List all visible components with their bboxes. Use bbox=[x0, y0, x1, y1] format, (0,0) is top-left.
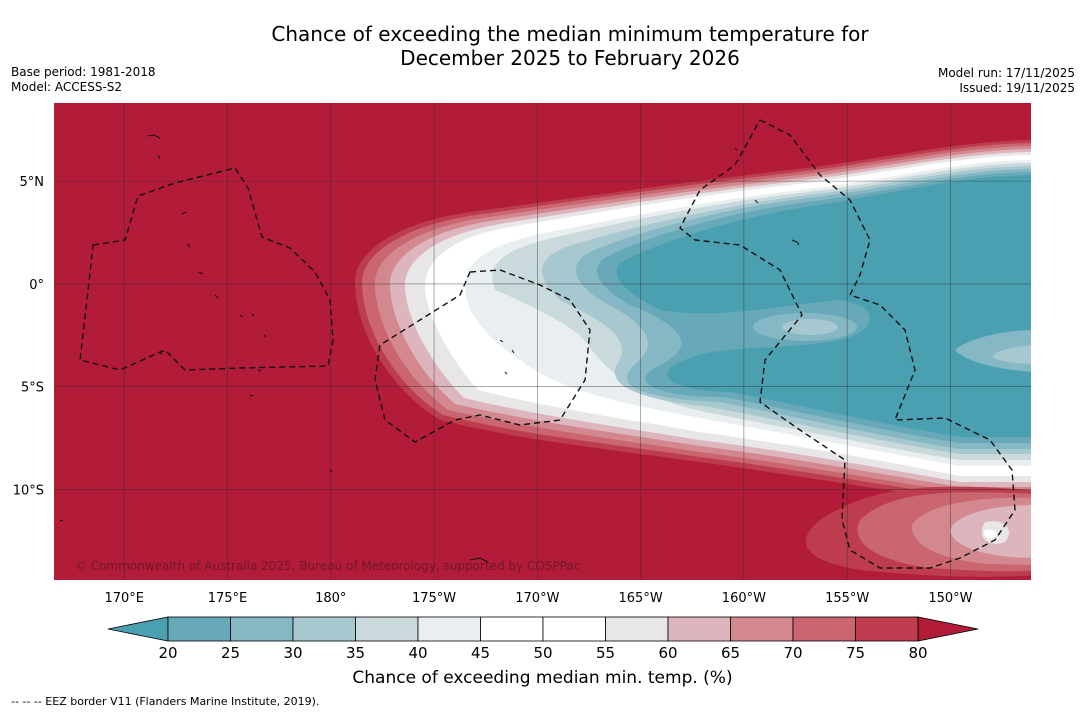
eez-borders bbox=[79, 119, 1016, 569]
colorbar-level-label: 20 bbox=[158, 644, 177, 662]
title-line-2: December 2025 to February 2026 bbox=[400, 46, 740, 70]
colorbar-level-label: 50 bbox=[533, 644, 552, 662]
eez-border-phoenix-tokelau bbox=[374, 269, 591, 443]
colorbar-segment bbox=[855, 616, 919, 642]
run-info: Model run: 17/11/2025 Issued: 19/11/2025 bbox=[938, 66, 1075, 96]
colorbar-segment bbox=[542, 616, 606, 642]
colorbar-level-label: 40 bbox=[408, 644, 427, 662]
map-plot-area: © Commonwealth of Australia 2025, Bureau… bbox=[54, 103, 1031, 580]
colorbar-segment bbox=[355, 616, 419, 642]
colorbar-level-label: 60 bbox=[658, 644, 677, 662]
colorbar-segment bbox=[167, 616, 231, 642]
lat-tick-label: 0° bbox=[29, 278, 44, 293]
model-run: Model run: 17/11/2025 bbox=[937, 66, 1075, 80]
model-name: Model: ACCESS-S2 bbox=[11, 80, 123, 94]
lon-tick-label: 170°E bbox=[104, 591, 144, 606]
colorbar-tick-labels: 20 25 30 35 40 45 50 55 60 65 70 75 80 bbox=[158, 644, 927, 662]
contour-band-below-20 bbox=[616, 175, 1031, 437]
colorbar-segment bbox=[417, 616, 481, 642]
colorbar-level-label: 25 bbox=[221, 644, 240, 662]
copyright-notice: © Commonwealth of Australia 2025, Bureau… bbox=[75, 559, 580, 573]
colorbar-segments bbox=[167, 616, 919, 642]
colorbar-segment bbox=[230, 616, 294, 642]
lon-tick-label: 165°W bbox=[619, 591, 663, 606]
colorbar-level-label: 45 bbox=[471, 644, 490, 662]
lon-tick-label: 150°W bbox=[928, 591, 972, 606]
colorbar-below-triangle bbox=[107, 616, 169, 642]
map-title: Chance of exceeding the median minimum t… bbox=[0, 22, 1085, 70]
island-group-line bbox=[734, 147, 800, 246]
longitude-labels: 170°E 175°E 180° 175°W 170°W 165°W 160°W 155°W 1… bbox=[104, 591, 972, 606]
lon-tick-label: 180° bbox=[315, 591, 346, 606]
colorbar: 20 25 30 35 40 45 50 55 60 65 70 75 80 bbox=[107, 616, 979, 662]
issued-date: Issued: 19/11/2025 bbox=[959, 81, 1075, 95]
lon-tick-label: 160°W bbox=[722, 591, 766, 606]
island-group-south bbox=[59, 394, 489, 563]
title-line-1: Chance of exceeding the median minimum t… bbox=[271, 22, 869, 46]
eez-footnote: -- -- -- EEZ border V11 (Flanders Marine… bbox=[11, 695, 320, 708]
lon-tick-label: 175°E bbox=[208, 591, 248, 606]
colorbar-segment bbox=[480, 616, 544, 642]
base-period: Base period: 1981-2018 bbox=[11, 65, 156, 79]
colorbar-segment bbox=[730, 616, 794, 642]
island-group-tarawa bbox=[147, 134, 219, 299]
colorbar-level-label: 80 bbox=[908, 644, 927, 662]
island-group-tuvalu bbox=[157, 313, 267, 372]
island-group-tokelau bbox=[499, 339, 515, 375]
lon-tick-label: 155°W bbox=[825, 591, 869, 606]
map-gridlines bbox=[54, 103, 1031, 580]
colorbar-segment bbox=[605, 616, 669, 642]
colorbar-segment bbox=[292, 616, 356, 642]
colorbar-title: Chance of exceeding median min. temp. (%… bbox=[352, 668, 733, 688]
contour-patch-east-inner bbox=[992, 345, 1031, 364]
eez-border-kiribati-gilberts bbox=[79, 167, 334, 371]
colorbar-segment bbox=[667, 616, 731, 642]
lat-tick-label: 10°S bbox=[13, 484, 44, 499]
base-info: Base period: 1981-2018 Model: ACCESS-S2 bbox=[11, 65, 156, 95]
colorbar-level-label: 75 bbox=[846, 644, 865, 662]
colorbar-level-label: 70 bbox=[783, 644, 802, 662]
colorbar-level-label: 65 bbox=[721, 644, 740, 662]
contour-patch-35-center bbox=[782, 319, 838, 335]
colorbar-level-label: 35 bbox=[346, 644, 365, 662]
lat-tick-label: 5°N bbox=[20, 175, 45, 190]
eez-border-line-islands bbox=[679, 119, 1016, 569]
colorbar-level-label: 55 bbox=[596, 644, 615, 662]
islands bbox=[59, 134, 800, 563]
colorbar-level-label: 30 bbox=[283, 644, 302, 662]
colorbar-above-triangle bbox=[917, 616, 979, 642]
latitude-labels: 5°N 0° 5°S 10°S bbox=[13, 175, 44, 498]
lon-tick-label: 175°W bbox=[412, 591, 456, 606]
lon-tick-label: 170°W bbox=[515, 591, 559, 606]
lat-tick-label: 5°S bbox=[21, 381, 44, 396]
contour-patch-southeast-50 bbox=[984, 529, 997, 539]
colorbar-segment bbox=[792, 616, 856, 642]
